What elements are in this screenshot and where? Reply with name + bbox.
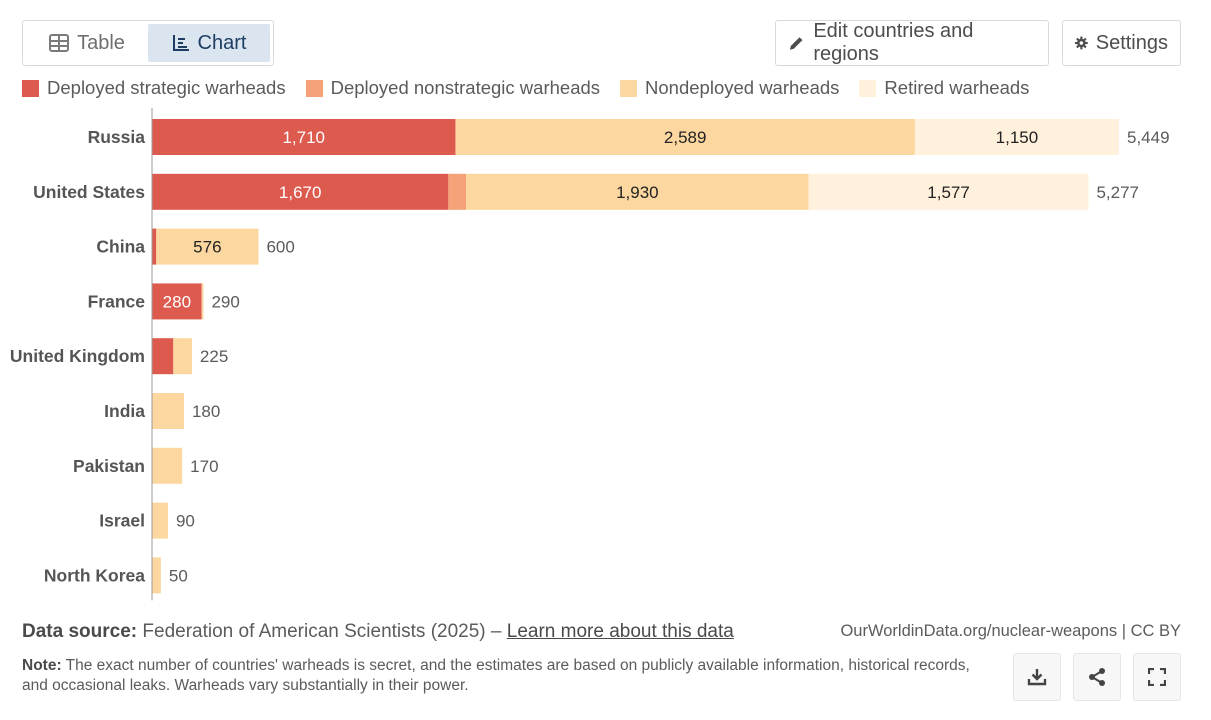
category-label: United States (33, 182, 145, 202)
bar-value-label: 1,670 (279, 183, 322, 202)
legend-item-retired[interactable]: Retired warheads (859, 77, 1029, 99)
edit-countries-button[interactable]: Edit countries and regions (775, 20, 1049, 66)
chart-legend: Deployed strategic warheads Deployed non… (22, 76, 1049, 100)
bar-total-label: 290 (211, 292, 239, 311)
note-text: The exact number of countries' warheads … (22, 657, 970, 694)
bar-segment[interactable] (455, 119, 915, 155)
share-icon (1089, 668, 1105, 686)
bar-value-label: 280 (163, 292, 191, 311)
bar-value-label: 1,930 (616, 183, 659, 202)
category-label: Pakistan (73, 456, 145, 476)
legend-swatch (620, 79, 638, 97)
bar-segment[interactable] (152, 119, 456, 155)
legend-item-deployed-nonstrategic[interactable]: Deployed nonstrategic warheads (305, 77, 601, 99)
legend-label: Deployed strategic warheads (47, 77, 286, 98)
legend-swatch (859, 79, 877, 97)
tab-table-label: Table (77, 31, 125, 54)
settings-button[interactable]: Settings (1062, 20, 1181, 66)
bar-total-label: 225 (200, 347, 228, 366)
bar-total-label: 180 (192, 402, 220, 421)
data-source-text: Federation of American Scientists (2025)… (142, 621, 502, 642)
bar-segment[interactable] (808, 173, 1089, 210)
category-label: China (96, 237, 145, 257)
tab-table[interactable]: Table (26, 24, 148, 62)
bar-value-label: 1,577 (927, 183, 970, 202)
bar-segment[interactable] (156, 228, 259, 265)
bar-segment[interactable] (152, 228, 157, 265)
download-button[interactable] (1013, 653, 1061, 701)
bar-segment[interactable] (152, 283, 202, 320)
data-source-label: Data source: (22, 621, 138, 642)
bar-total-label: 5,277 (1096, 183, 1139, 202)
category-label: Russia (88, 127, 146, 147)
legend-label: Retired warheads (884, 77, 1030, 98)
bar-value-label: 1,710 (282, 128, 325, 147)
bar-segment[interactable] (152, 447, 183, 484)
bar-value-label: 576 (193, 238, 221, 257)
legend-swatch (305, 79, 323, 97)
bar-total-label: 5,449 (1127, 128, 1170, 147)
stacked-bar-chart: Russia 1,710 2,589 1,150 5,449 United States 1… (10, 108, 1170, 601)
bar-total-label: 50 (169, 566, 188, 585)
data-source: Data source: Federation of American Scie… (22, 621, 734, 643)
legend-label: Nondeployed warheads (645, 77, 840, 98)
pencil-icon (789, 37, 803, 50)
tab-chart-label: Chart (197, 31, 247, 54)
bar-segment[interactable] (152, 557, 161, 594)
download-icon (1027, 669, 1047, 686)
bar-value-label: 2,589 (664, 128, 707, 147)
tab-chart[interactable]: Chart (148, 24, 270, 62)
bar-segment[interactable] (914, 119, 1119, 155)
bar-value-label: 1,150 (996, 128, 1039, 147)
bar-segment[interactable] (448, 173, 467, 210)
bar-segment[interactable] (173, 338, 192, 375)
note-label: Note: (22, 657, 62, 674)
fullscreen-icon (1148, 668, 1166, 686)
bar-segment[interactable] (152, 393, 184, 429)
bar-segment[interactable] (152, 173, 449, 210)
chart-icon (172, 35, 189, 51)
category-label: United Kingdom (10, 346, 145, 366)
learn-more-link[interactable]: Learn more about this data (506, 621, 734, 642)
bar-total-label: 170 (190, 457, 218, 476)
bar-segment[interactable] (201, 283, 204, 320)
legend-item-deployed-strategic[interactable]: Deployed strategic warheads (22, 77, 286, 99)
category-label: India (104, 401, 145, 421)
view-tabs: Table Chart (22, 20, 274, 66)
fullscreen-button[interactable] (1133, 653, 1181, 701)
gear-icon (1075, 36, 1088, 50)
settings-label: Settings (1095, 31, 1168, 54)
bar-total-label: 600 (266, 238, 294, 257)
chart-note: Note: The exact number of countries' war… (22, 656, 982, 696)
legend-label: Deployed nonstrategic warheads (330, 77, 601, 98)
legend-item-nondeployed[interactable]: Nondeployed warheads (620, 77, 839, 99)
category-label: North Korea (44, 565, 145, 585)
share-button[interactable] (1073, 653, 1121, 701)
bar-segment[interactable] (152, 502, 168, 539)
source-url[interactable]: OurWorldinData.org/nuclear-weapons | CC … (840, 622, 1181, 640)
edit-countries-label: Edit countries and regions (813, 20, 974, 65)
bar-segment[interactable] (152, 338, 174, 375)
bar-segment[interactable] (466, 173, 809, 210)
category-label: France (88, 291, 146, 311)
category-label: Israel (99, 511, 145, 531)
table-icon (49, 34, 70, 52)
bar-total-label: 90 (176, 512, 195, 531)
legend-swatch (22, 79, 39, 97)
